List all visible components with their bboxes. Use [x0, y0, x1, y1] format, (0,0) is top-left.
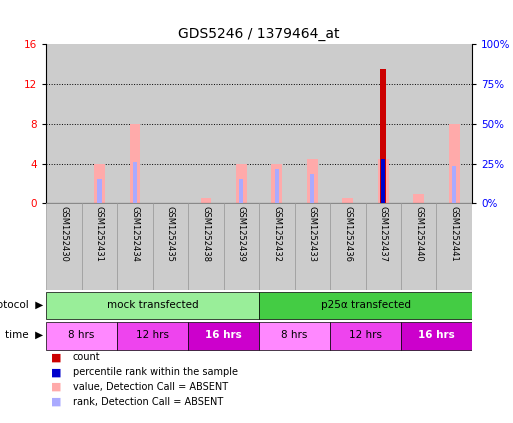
- Text: GSM1252431: GSM1252431: [95, 206, 104, 262]
- Text: 16 hrs: 16 hrs: [205, 330, 242, 340]
- Text: GSM1252437: GSM1252437: [379, 206, 388, 262]
- Bar: [188, 203, 224, 290]
- Bar: [224, 44, 259, 203]
- Text: GSM1252435: GSM1252435: [166, 206, 175, 262]
- Text: ■: ■: [51, 382, 62, 392]
- Text: GSM1252434: GSM1252434: [130, 206, 140, 262]
- Bar: [343, 198, 353, 203]
- Bar: [152, 44, 188, 203]
- Bar: [259, 292, 472, 319]
- Bar: [294, 44, 330, 203]
- Bar: [224, 203, 259, 290]
- Bar: [294, 203, 330, 290]
- Text: value, Detection Call = ABSENT: value, Detection Call = ABSENT: [73, 382, 228, 392]
- Text: percentile rank within the sample: percentile rank within the sample: [73, 367, 238, 377]
- Bar: [259, 322, 330, 349]
- Bar: [94, 164, 105, 203]
- Bar: [188, 322, 259, 349]
- Bar: [307, 159, 318, 203]
- Bar: [239, 179, 244, 203]
- Bar: [437, 203, 472, 290]
- Text: 16 hrs: 16 hrs: [418, 330, 455, 340]
- Bar: [330, 44, 365, 203]
- Text: 12 hrs: 12 hrs: [349, 330, 382, 340]
- Bar: [401, 203, 437, 290]
- Bar: [330, 203, 365, 290]
- Bar: [117, 203, 153, 290]
- Bar: [401, 44, 437, 203]
- Text: ■: ■: [51, 367, 62, 377]
- Bar: [46, 44, 82, 203]
- Text: count: count: [73, 352, 101, 363]
- Bar: [133, 162, 137, 203]
- Bar: [97, 179, 102, 203]
- Text: 8 hrs: 8 hrs: [281, 330, 308, 340]
- Bar: [365, 203, 401, 290]
- Text: GSM1252440: GSM1252440: [414, 206, 423, 262]
- Text: GSM1252439: GSM1252439: [237, 206, 246, 262]
- Bar: [381, 159, 385, 203]
- Text: protocol  ▶: protocol ▶: [0, 300, 44, 310]
- Bar: [310, 173, 314, 203]
- Text: GSM1252433: GSM1252433: [308, 206, 317, 262]
- Bar: [365, 44, 401, 203]
- Bar: [46, 203, 82, 290]
- Bar: [401, 322, 472, 349]
- Text: time  ▶: time ▶: [6, 330, 44, 340]
- Text: rank, Detection Call = ABSENT: rank, Detection Call = ABSENT: [73, 397, 223, 407]
- Bar: [46, 322, 117, 349]
- Bar: [259, 44, 294, 203]
- Bar: [378, 159, 388, 203]
- Text: 12 hrs: 12 hrs: [136, 330, 169, 340]
- Text: GSM1252432: GSM1252432: [272, 206, 281, 262]
- Text: mock transfected: mock transfected: [107, 300, 199, 310]
- Text: GSM1252441: GSM1252441: [450, 206, 459, 262]
- Text: GSM1252436: GSM1252436: [343, 206, 352, 262]
- Text: ■: ■: [51, 352, 62, 363]
- Text: p25α transfected: p25α transfected: [321, 300, 410, 310]
- Bar: [236, 164, 247, 203]
- Bar: [259, 203, 294, 290]
- Bar: [330, 322, 401, 349]
- Text: ■: ■: [51, 397, 62, 407]
- Bar: [188, 44, 224, 203]
- Bar: [82, 203, 117, 290]
- Title: GDS5246 / 1379464_at: GDS5246 / 1379464_at: [179, 27, 340, 41]
- Text: GSM1252430: GSM1252430: [60, 206, 68, 262]
- Bar: [271, 164, 282, 203]
- Text: 8 hrs: 8 hrs: [68, 330, 95, 340]
- Bar: [117, 322, 188, 349]
- Bar: [274, 169, 279, 203]
- Bar: [452, 166, 457, 203]
- Bar: [449, 124, 460, 203]
- Bar: [117, 44, 152, 203]
- Text: GSM1252438: GSM1252438: [201, 206, 210, 262]
- Bar: [437, 44, 472, 203]
- Bar: [130, 124, 140, 203]
- Bar: [46, 292, 259, 319]
- Bar: [413, 194, 424, 203]
- Bar: [380, 69, 386, 203]
- Bar: [201, 198, 211, 203]
- Bar: [153, 203, 188, 290]
- Bar: [82, 44, 117, 203]
